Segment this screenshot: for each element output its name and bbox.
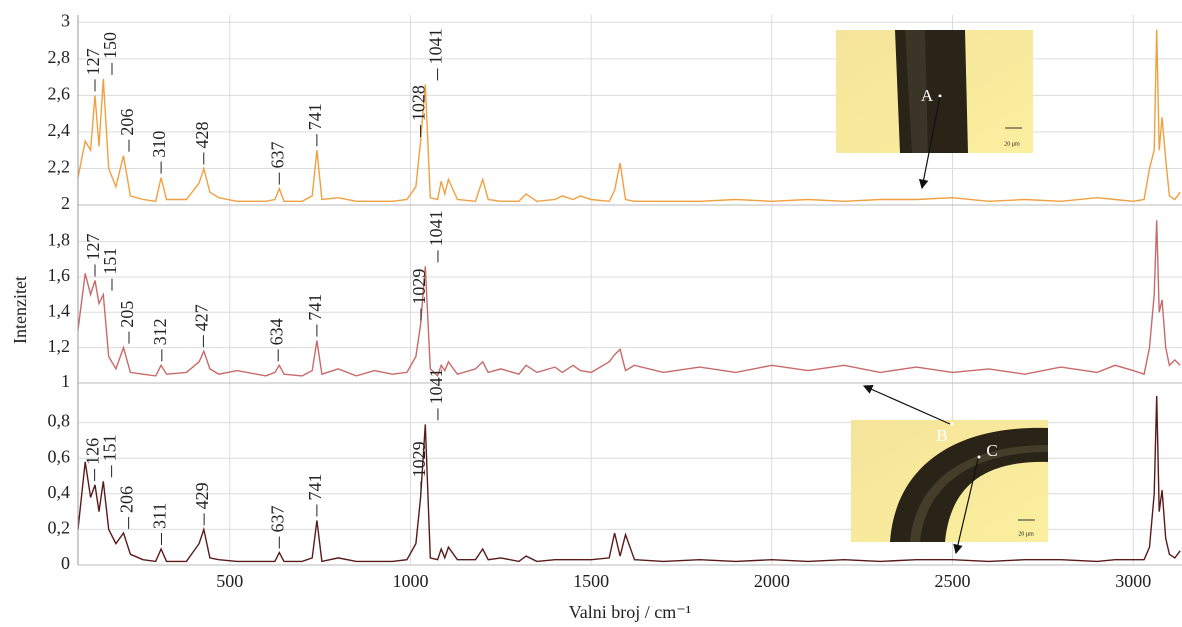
peak-label: 427 bbox=[192, 304, 212, 331]
inset-image: 20 µm A bbox=[836, 30, 1033, 190]
peak-label: 1041 bbox=[426, 210, 446, 246]
y-tick-label: 2,2 bbox=[48, 157, 71, 177]
y-tick-label: 1,4 bbox=[48, 300, 71, 320]
plot-area: 500 1000 1500 2000 2500 300022,22,42,62,83127… bbox=[48, 10, 1182, 591]
spectrum-line bbox=[77, 395, 1181, 563]
peak-label: 127 bbox=[83, 233, 103, 260]
y-tick-label: 0 bbox=[61, 553, 70, 573]
y-tick-label: 0,8 bbox=[48, 411, 71, 431]
peak-label: 634 bbox=[266, 318, 286, 345]
peak-label: 150 bbox=[100, 32, 120, 59]
peak-label: 741 bbox=[305, 474, 325, 501]
scale-label: 20 µm bbox=[1018, 531, 1034, 537]
peak-label: 1041 bbox=[426, 368, 446, 404]
peak-label: 637 bbox=[267, 506, 287, 533]
point-label: B bbox=[936, 426, 947, 445]
point-label: A bbox=[921, 86, 934, 105]
y-tick-label: 1,6 bbox=[48, 265, 71, 285]
x-tick-label: 2500 bbox=[935, 571, 971, 591]
peak-label: 311 bbox=[150, 503, 170, 529]
peak-label: 127 bbox=[83, 48, 103, 75]
spectrum-line bbox=[77, 220, 1181, 378]
x-tick-label: 1500 bbox=[573, 571, 609, 591]
x-tick-label: 2000 bbox=[754, 571, 790, 591]
peak-label: 428 bbox=[192, 121, 212, 148]
peak-label: 1029 bbox=[409, 269, 429, 305]
y-tick-label: 2,4 bbox=[48, 120, 71, 140]
y-tick-label: 1 bbox=[61, 371, 70, 391]
peak-label: 205 bbox=[117, 301, 137, 328]
x-tick-label: 1000 bbox=[392, 571, 428, 591]
x-axis-label: Valni broj / cm⁻¹ bbox=[569, 602, 691, 622]
peak-label: 151 bbox=[100, 434, 120, 461]
y-tick-label: 0,2 bbox=[48, 518, 71, 538]
peak-label: 1028 bbox=[409, 85, 429, 121]
peak-label: 206 bbox=[117, 109, 137, 136]
peak-label: 741 bbox=[305, 294, 325, 321]
peak-label: 1041 bbox=[426, 28, 446, 64]
y-tick-label: 2 bbox=[61, 193, 70, 213]
y-tick-label: 3 bbox=[61, 10, 70, 30]
peak-label: 151 bbox=[100, 248, 120, 275]
y-tick-label: 0,4 bbox=[48, 482, 71, 502]
peak-label: 637 bbox=[267, 142, 287, 169]
y-tick-label: 2,6 bbox=[48, 84, 71, 104]
peak-label: 312 bbox=[150, 318, 170, 345]
peak-label: 126 bbox=[83, 438, 103, 465]
y-tick-label: 0,6 bbox=[48, 446, 71, 466]
y-tick-label: 1,2 bbox=[48, 336, 71, 356]
peak-label: 310 bbox=[149, 131, 169, 158]
inset-image: 20 µm B C bbox=[851, 385, 1048, 555]
peak-label: 1029 bbox=[409, 441, 429, 477]
scale-label: 20 µm bbox=[1004, 141, 1020, 147]
peak-label: 741 bbox=[305, 103, 325, 130]
x-tick-label: 3000 bbox=[1115, 571, 1151, 591]
peak-label: 206 bbox=[117, 486, 137, 513]
y-tick-label: 2,8 bbox=[48, 47, 71, 67]
spectrum-line bbox=[77, 29, 1181, 203]
x-tick-label: 500 bbox=[216, 571, 243, 591]
point-label: C bbox=[986, 441, 997, 460]
y-axis-label: Intenzitet bbox=[10, 276, 30, 344]
peak-label: 429 bbox=[192, 482, 212, 509]
y-tick-label: 1,8 bbox=[48, 230, 71, 250]
